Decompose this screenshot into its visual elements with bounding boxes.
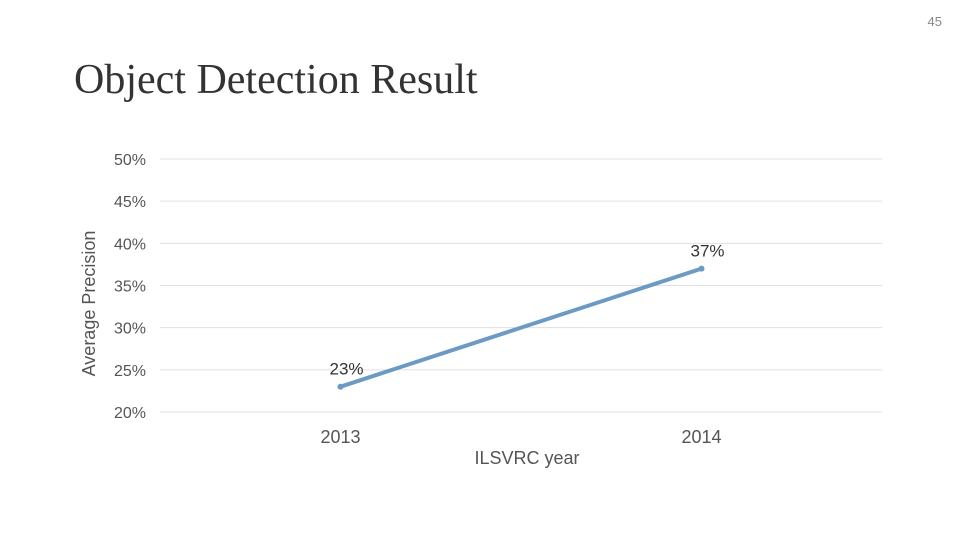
- x-axis-title: ILSVRC year: [474, 448, 579, 468]
- y-tick-labels: 20% 25% 30% 35% 40% 45% 50%: [114, 152, 146, 422]
- data-point: [698, 265, 705, 272]
- y-tick-label: 45%: [114, 194, 146, 211]
- y-tick-label: 40%: [114, 236, 146, 253]
- data-label: 37%: [690, 242, 724, 261]
- data-label: 23%: [329, 360, 363, 379]
- y-axis-title: Average Precision: [79, 231, 99, 377]
- y-tick-label: 30%: [114, 321, 146, 338]
- slide-title: Object Detection Result: [74, 57, 478, 103]
- page-number: 45: [927, 14, 942, 29]
- data-point: [337, 383, 344, 390]
- x-tick-label: 2014: [681, 427, 721, 447]
- y-tick-label: 20%: [114, 405, 146, 422]
- x-tick-label: 2013: [320, 427, 360, 447]
- series-layer: 23% 37%: [329, 242, 725, 390]
- grid-lines: [160, 158, 882, 413]
- y-tick-label: 50%: [114, 152, 146, 169]
- y-tick-label: 35%: [114, 279, 146, 296]
- x-tick-labels: 2013 2014: [320, 427, 721, 447]
- series-line: [338, 266, 704, 389]
- y-tick-label: 25%: [114, 363, 146, 380]
